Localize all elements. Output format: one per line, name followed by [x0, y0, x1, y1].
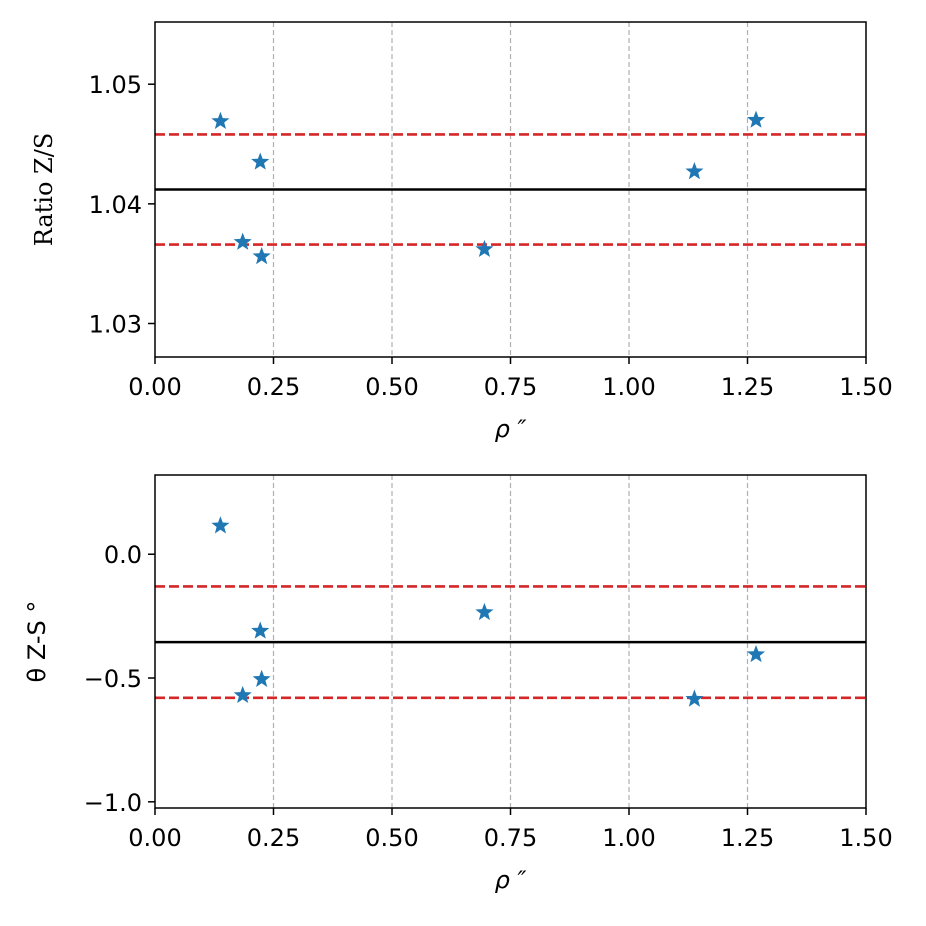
x-tick-label: 0.25 — [247, 824, 300, 852]
y-tick-label: 0.0 — [104, 541, 142, 569]
x-tick-label: 0.75 — [484, 373, 537, 401]
y-tick-label: −0.5 — [84, 665, 142, 693]
data-point — [685, 162, 704, 180]
data-point — [251, 152, 270, 170]
x-axis-label: ρ ″ — [495, 415, 527, 443]
x-tick-label: 1.25 — [721, 824, 774, 852]
data-point — [251, 621, 270, 639]
data-point — [233, 685, 252, 704]
data-point — [475, 239, 494, 258]
data-point — [211, 111, 230, 129]
data-point — [685, 689, 704, 707]
x-tick-label: 1.50 — [839, 373, 892, 401]
x-tick-label: 0.25 — [247, 373, 300, 401]
x-tick-label: 0.50 — [365, 373, 418, 401]
angle-panel: 0.00 0.25 0.50 0.75 1.00 1.25 1.50 −1.0 −0.5 0.0 ρ… — [23, 474, 893, 894]
x-tick-label: 0.00 — [128, 373, 181, 401]
data-point — [747, 645, 766, 663]
ratio-panel: 0.00 0.25 0.50 0.75 1.00 1.25 1.50 1.03 1.04 1.05… — [30, 21, 893, 443]
y-tick-label: 1.05 — [89, 71, 142, 99]
data-point — [252, 247, 271, 265]
data-point — [233, 232, 252, 250]
y-axis-label: Ratio Z/S — [30, 133, 58, 247]
y-axis-label: θ Z-S ° — [23, 601, 51, 683]
data-point — [211, 516, 230, 534]
x-tick-label: 1.50 — [839, 824, 892, 852]
x-tick-label: 0.50 — [365, 824, 418, 852]
x-tick-label: 1.00 — [602, 373, 655, 401]
y-tick-label: 1.03 — [89, 311, 142, 339]
data-point — [252, 669, 271, 687]
x-tick-label: 0.00 — [128, 824, 181, 852]
x-tick-label: 1.00 — [602, 824, 655, 852]
x-axis-label: ρ ″ — [495, 866, 527, 894]
data-point — [475, 602, 494, 621]
y-tick-label: −1.0 — [84, 789, 142, 817]
y-tick-label: 1.04 — [89, 191, 142, 219]
x-tick-label: 1.25 — [721, 373, 774, 401]
data-point — [747, 110, 766, 128]
x-tick-label: 0.75 — [484, 824, 537, 852]
